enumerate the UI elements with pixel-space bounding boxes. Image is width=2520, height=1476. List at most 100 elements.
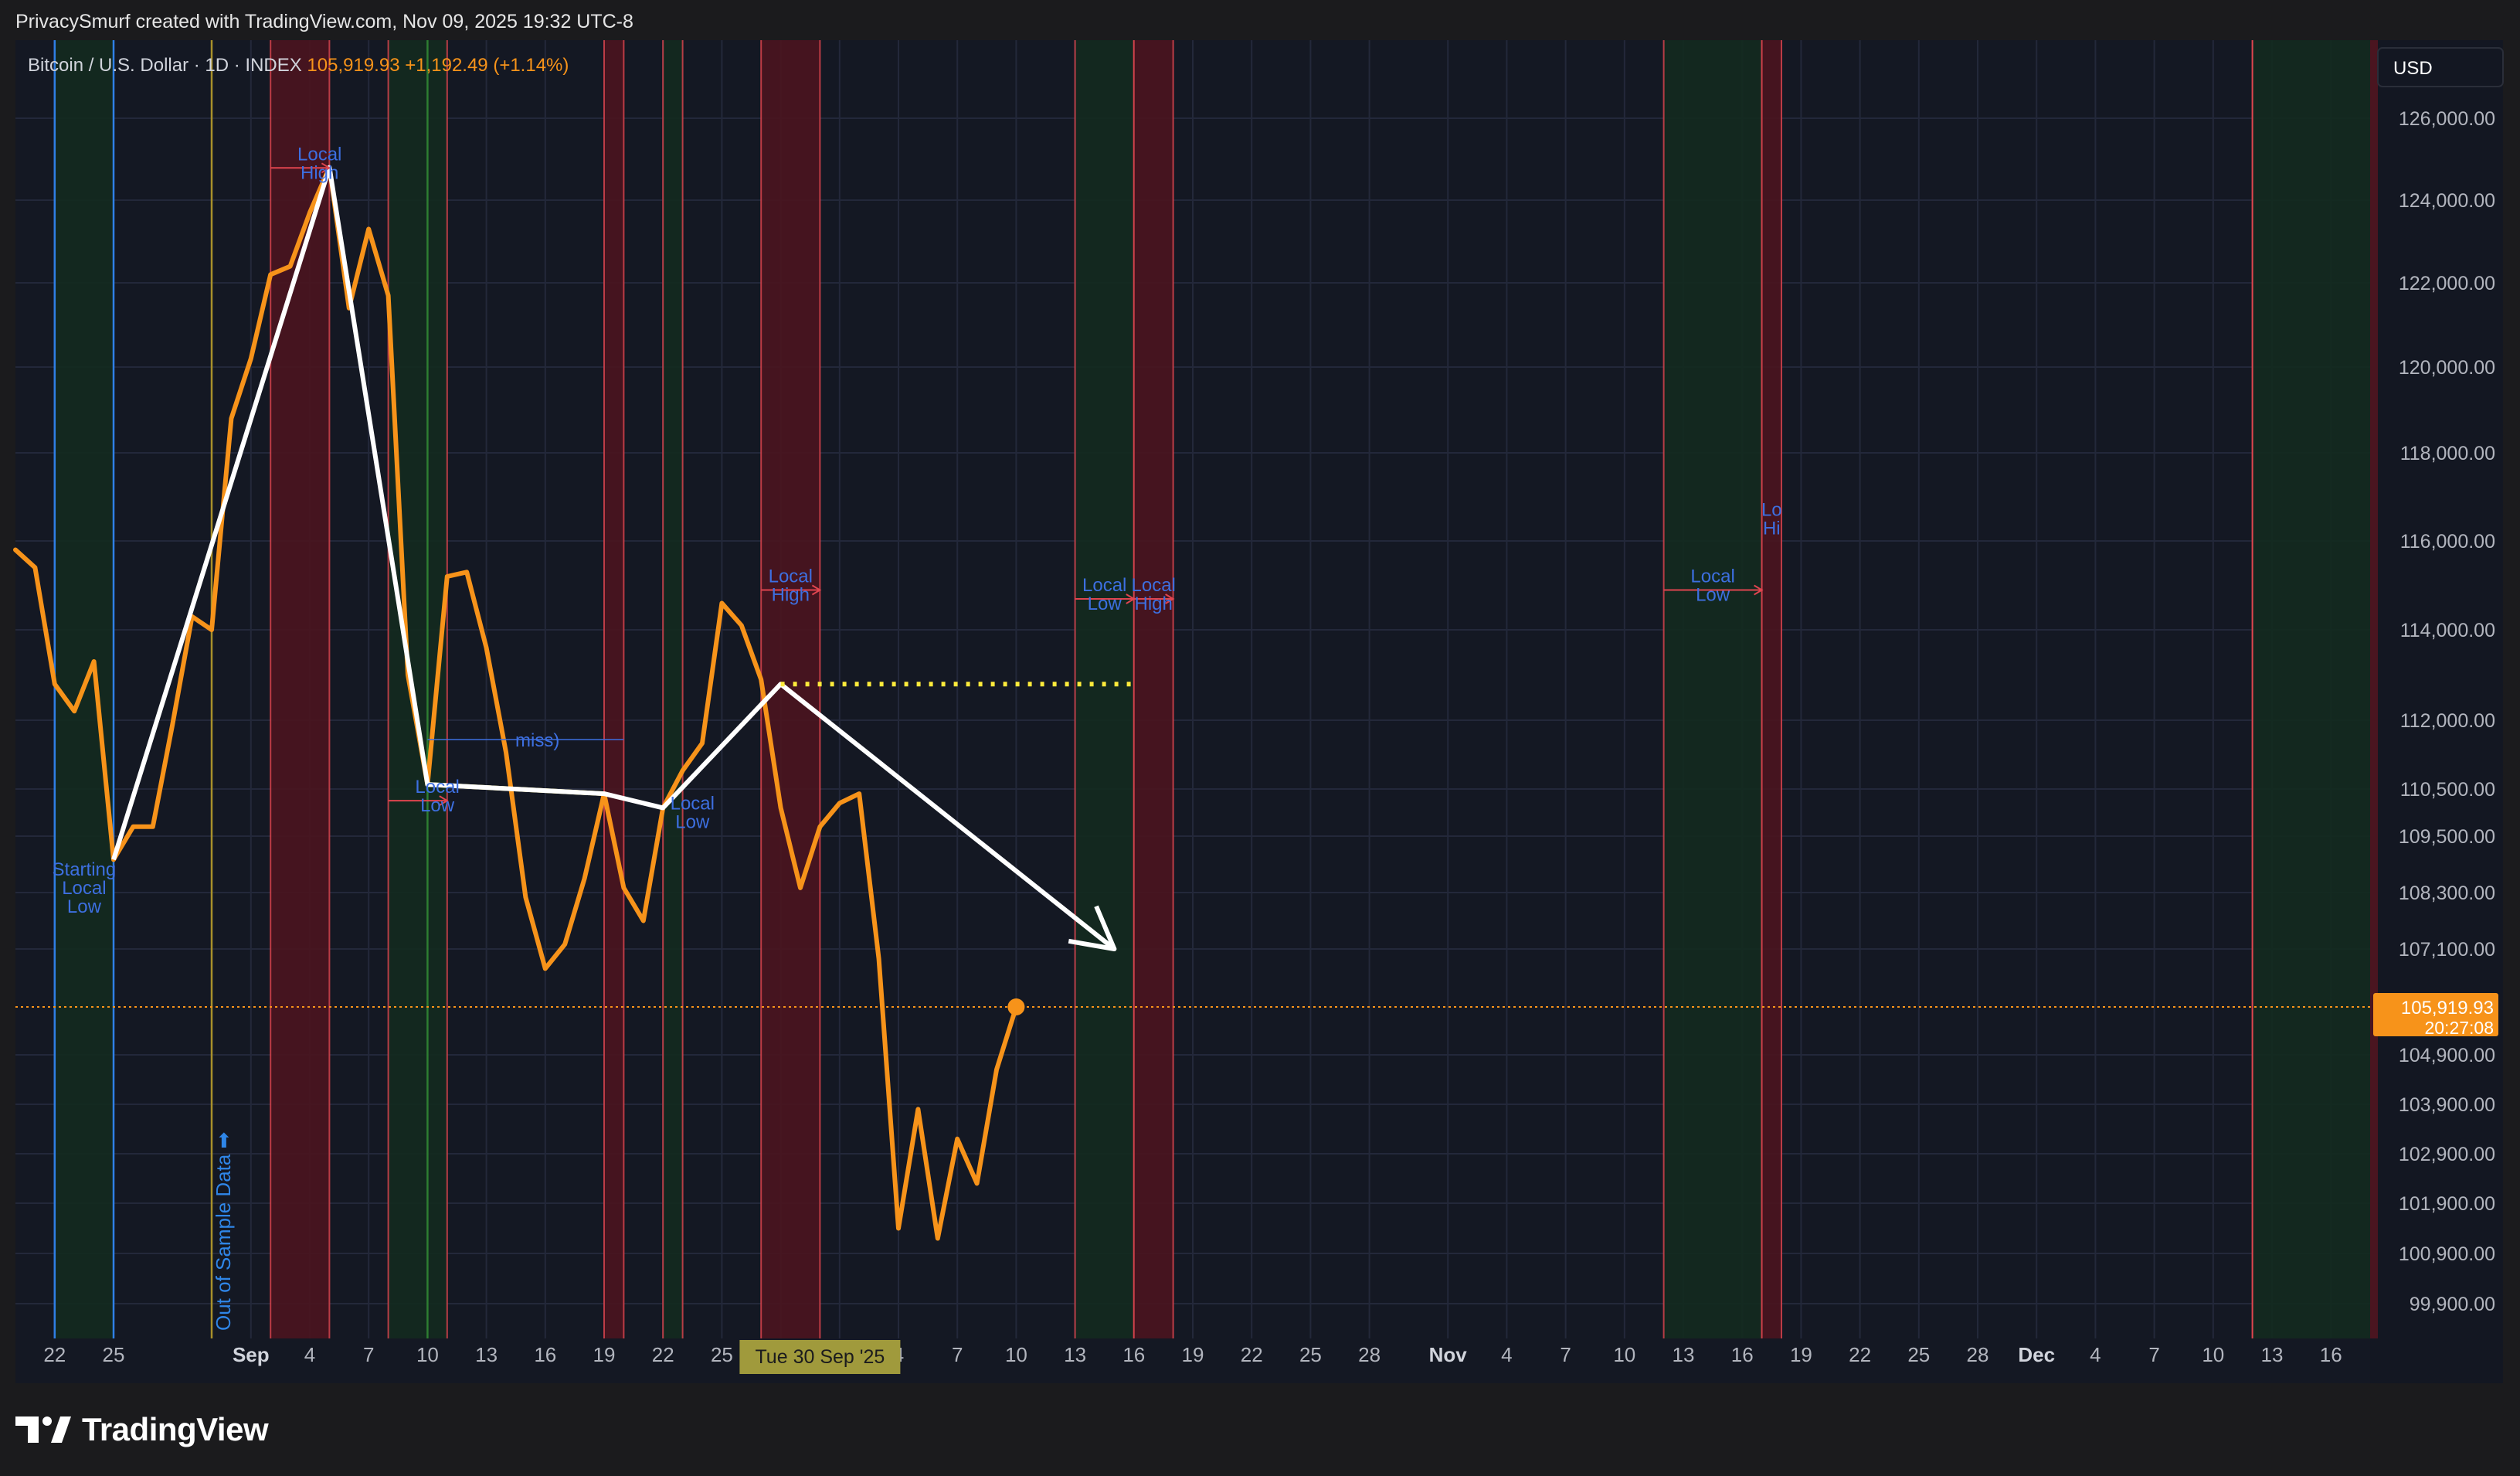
cycle-annotation-label: High (1135, 593, 1173, 614)
date-tick-label: 19 (1182, 1343, 1204, 1366)
date-tick-label: 22 (1241, 1343, 1263, 1366)
date-tick-label: 7 (952, 1343, 963, 1366)
cycle-annotation-label: Local (1690, 566, 1734, 587)
date-tick-label: 4 (1501, 1343, 1512, 1366)
price-tick-label: 100,900.00 (2399, 1243, 2495, 1265)
price-tick-label: 108,300.00 (2399, 883, 2495, 904)
cycle-annotation-label: Local (1082, 575, 1126, 596)
date-tick-label: 7 (2148, 1343, 2159, 1366)
countdown-timer: 20:27:08 (2424, 1018, 2494, 1038)
date-tick-label: 22 (1849, 1343, 1871, 1366)
price-tick-label: 122,000.00 (2399, 273, 2495, 294)
date-tick-label: 22 (652, 1343, 674, 1366)
price-tick-label: 104,900.00 (2399, 1045, 2495, 1066)
last-price-badge-value: 105,919.93 (2401, 998, 2494, 1019)
date-tick-label: 25 (711, 1343, 733, 1366)
date-tick-label: 10 (1613, 1343, 1635, 1366)
date-tick-label: 16 (1731, 1343, 1754, 1366)
price-tick-label: 126,000.00 (2399, 108, 2495, 130)
date-tick-label: 19 (1790, 1343, 1812, 1366)
projection-arrowhead (1068, 905, 1117, 951)
price-tick-label: 103,900.00 (2399, 1094, 2495, 1116)
cycle-annotation-label: Low (67, 896, 102, 917)
cycle-annotation-label: Local (671, 794, 715, 815)
price-tick-label: 124,000.00 (2399, 190, 2495, 212)
chart-legend: Bitcoin / U.S. Dollar · 1D · INDEX 105,9… (28, 55, 569, 76)
chart-caption: PrivacySmurf created with TradingView.co… (15, 11, 633, 32)
cycle-annotation-label: Low (1696, 585, 1730, 606)
date-tick-label: 22 (43, 1343, 66, 1366)
crosshair-date-badge (739, 1340, 901, 1374)
price-axis-area (2370, 40, 2503, 1383)
date-tick-label: 4 (304, 1343, 315, 1366)
cycle-annotation-label: Starting (53, 859, 117, 880)
price-tick-label: 109,500.00 (2399, 826, 2495, 848)
green-cycle-zone (1663, 40, 1762, 1338)
date-tick-label: Sep (233, 1343, 270, 1366)
green-cycle-zone (1075, 40, 1134, 1338)
out-of-sample-label: Out of Sample Data ➡ (212, 1131, 235, 1331)
red-cycle-zone (2370, 40, 2378, 1338)
annotation-arrow-head (811, 584, 822, 596)
date-tick-label: 13 (475, 1343, 498, 1366)
date-tick-label: 28 (1358, 1343, 1381, 1366)
date-tick-label: 25 (1299, 1343, 1322, 1366)
green-cycle-zone (663, 40, 683, 1338)
cycle-annotation-label: Low (420, 795, 455, 816)
price-change-label: +1,192.49 (+1.14%) (405, 55, 569, 76)
cycle-annotation-label: High (301, 162, 338, 183)
cycle-annotation-label: Low (675, 812, 710, 833)
date-tick-label: 7 (1560, 1343, 1571, 1366)
price-tick-label: 107,100.00 (2399, 939, 2495, 961)
date-tick-label: 13 (1064, 1343, 1086, 1366)
date-tick-label: 25 (1907, 1343, 1930, 1366)
price-tick-label: 112,000.00 (2400, 710, 2495, 732)
price-tick-label: 118,000.00 (2400, 443, 2495, 464)
last-price-dot (1007, 998, 1025, 1015)
date-tick-label: Nov (1429, 1343, 1468, 1366)
date-tick-label: 25 (103, 1343, 125, 1366)
miss-label: miss) (515, 730, 559, 751)
date-tick-label: Dec (2018, 1343, 2055, 1366)
last-price-label: 105,919.93 (307, 55, 405, 76)
cycle-annotation-label: High (772, 585, 810, 606)
btc-price-line (13, 165, 1019, 1241)
brand-name: TradingView (82, 1411, 269, 1447)
cycle-annotation-label: Local (1132, 575, 1176, 596)
annotation-arrow-head (439, 795, 449, 807)
date-tick-label: 10 (2202, 1343, 2224, 1366)
date-tick-label: 10 (416, 1343, 439, 1366)
tradingview-brand[interactable]: TradingView (15, 1411, 269, 1448)
cycle-annotation-label: Local (769, 566, 813, 587)
cycle-annotation-label: Lo (1761, 500, 1782, 521)
price-tick-label: 120,000.00 (2399, 357, 2495, 379)
annotation-arrow-head (1754, 584, 1764, 596)
price-tick-label: 99,900.00 (2410, 1294, 2495, 1315)
price-tick-label: 102,900.00 (2399, 1144, 2495, 1165)
date-tick-label: 13 (2261, 1343, 2284, 1366)
red-cycle-zone (604, 40, 624, 1338)
date-tick-label: 19 (593, 1343, 616, 1366)
date-tick-label: 13 (1673, 1343, 1695, 1366)
date-tick-label: 28 (1967, 1343, 1989, 1366)
cycle-annotation-label: Low (1088, 593, 1122, 614)
price-tick-label: 116,000.00 (2400, 531, 2495, 553)
currency-label: USD (2393, 58, 2433, 79)
date-tick-label: 16 (1122, 1343, 1145, 1366)
price-tick-label: 114,000.00 (2400, 620, 2495, 641)
crosshair-date-label: Tue 30 Sep '25 (755, 1346, 885, 1368)
date-tick-label: 10 (1005, 1343, 1027, 1366)
cycle-annotation-label: Hi (1763, 519, 1781, 539)
cycle-annotation-label: Local (297, 144, 341, 165)
tradingview-logo-icon (15, 1416, 71, 1443)
cycle-annotation-label: Local (415, 777, 459, 798)
annotation-arrow-head (321, 162, 331, 174)
date-tick-label: 4 (2090, 1343, 2101, 1366)
symbol-label: Bitcoin / U.S. Dollar · 1D · INDEX (28, 55, 307, 76)
price-tick-label: 110,500.00 (2400, 779, 2495, 801)
price-tick-label: 101,900.00 (2399, 1193, 2495, 1215)
green-cycle-zone (2252, 40, 2370, 1338)
cycle-annotation-label: Local (62, 878, 106, 899)
date-tick-label: 16 (534, 1343, 556, 1366)
